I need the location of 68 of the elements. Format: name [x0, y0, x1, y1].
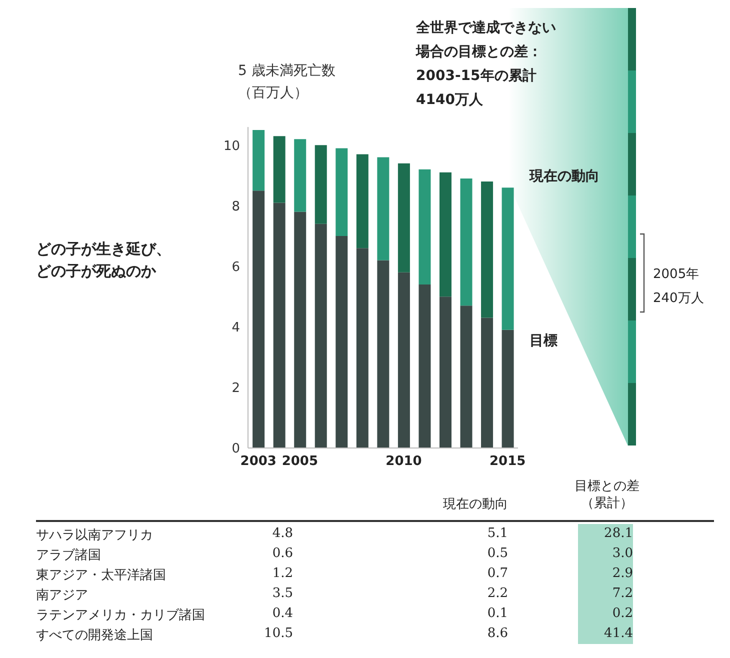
- text: 全世界で達成できない場合の目標との差：2003-15年の累計4140万人: [416, 19, 557, 110]
- bar: [273, 202, 286, 448]
- data-label: 4.8: [271, 525, 293, 543]
- y-tick-label: 6: [232, 260, 240, 275]
- data-label: 0.1: [486, 605, 508, 623]
- data-label: 3.5: [271, 585, 293, 603]
- bar: [252, 130, 265, 191]
- data-label: 7.2: [578, 584, 633, 604]
- y-axis-title: 5 歳未満死亡数（百万人）: [238, 62, 336, 103]
- bar: [294, 212, 306, 448]
- bar: [314, 145, 327, 224]
- annotation: 目標: [530, 332, 558, 349]
- bar: [418, 284, 431, 448]
- data-label: 2.2: [486, 585, 508, 603]
- x-tick-label: 2003: [240, 454, 276, 470]
- bar: [398, 163, 410, 272]
- bar: [356, 248, 368, 448]
- bar: [377, 260, 390, 448]
- y-tick-label: 0: [232, 442, 240, 457]
- data-label: 5.1: [486, 525, 508, 543]
- x-tick-label: 2005: [282, 454, 318, 470]
- text: 2005年240万人: [653, 266, 705, 308]
- bar: [502, 330, 514, 448]
- category-label: ラテンアメリカ・カリブ諸国: [36, 607, 205, 624]
- bar: [336, 236, 348, 448]
- bar: [294, 139, 306, 212]
- x-tick-label: 2010: [386, 454, 422, 470]
- data-label: 0.6: [271, 545, 293, 563]
- data-label: 0.4: [271, 605, 293, 623]
- y-tick-label: 8: [232, 199, 240, 214]
- x-tick-label: 2015: [490, 454, 526, 470]
- data-label: 0.5: [486, 545, 508, 563]
- bar: [460, 306, 472, 448]
- y-tick-label: 4: [232, 320, 240, 336]
- bar: [460, 178, 472, 306]
- bar: [336, 148, 348, 236]
- category-label: 南アジア: [36, 587, 88, 604]
- y-tick-label: 10: [223, 138, 240, 154]
- bar: [314, 224, 327, 448]
- category-label: サハラ以南アフリカ: [36, 527, 153, 544]
- category-label: アラブ諸国: [36, 547, 101, 564]
- bar: [252, 190, 265, 448]
- data-label: 28.1: [578, 524, 633, 544]
- series-label: 目標との差（累計）: [574, 478, 641, 512]
- data-label: 1.2: [271, 565, 293, 583]
- data-label: 3.0: [578, 544, 633, 564]
- bar: [273, 136, 286, 203]
- bar: [439, 296, 452, 448]
- y-tick-label: 2: [232, 381, 240, 396]
- data-label: 10.5: [263, 625, 293, 643]
- data-label: 2.9: [578, 564, 633, 584]
- bar: [481, 318, 494, 448]
- data-label: 0.7: [486, 565, 508, 583]
- annotation: 現在の動向: [528, 168, 600, 185]
- category-label: すべての開発途上国: [36, 627, 153, 644]
- bar: [502, 188, 514, 330]
- text: 現在の動向: [443, 496, 508, 513]
- bar: [481, 182, 494, 318]
- data-label: 8.6: [486, 625, 508, 643]
- bar: [398, 272, 410, 448]
- text: どの子が生き延び、どの子が死ぬのか: [36, 239, 172, 282]
- category-label: 東アジア・太平洋諸国: [36, 567, 166, 584]
- bar: [377, 157, 390, 260]
- bar: [439, 172, 452, 297]
- bar: [418, 169, 431, 284]
- data-label: 41.4: [578, 624, 633, 644]
- bar: [356, 154, 368, 248]
- data-label: 0.2: [578, 604, 633, 624]
